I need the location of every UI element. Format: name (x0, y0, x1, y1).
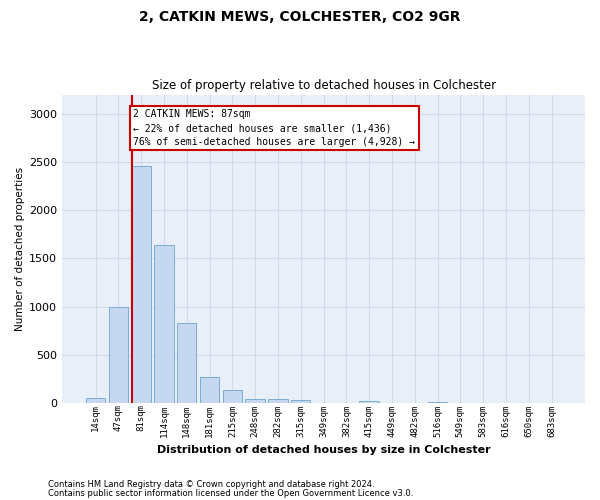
Bar (223, 390, 242, 403)
Bar (177, 323, 196, 403)
Text: 2 CATKIN MEWS: 87sqm
← 22% of detached houses are smaller (1,436)
76% of semi-de: 2 CATKIN MEWS: 87sqm ← 22% of detached h… (133, 109, 415, 147)
Bar (291, 400, 310, 403)
Y-axis label: Number of detached properties: Number of detached properties (15, 166, 25, 331)
Bar (131, 166, 151, 403)
Text: 2, CATKIN MEWS, COLCHESTER, CO2 9GR: 2, CATKIN MEWS, COLCHESTER, CO2 9GR (139, 10, 461, 24)
Bar (359, 401, 379, 403)
Text: Contains HM Land Registry data © Crown copyright and database right 2024.: Contains HM Land Registry data © Crown c… (48, 480, 374, 489)
Bar (154, 245, 173, 403)
Bar (109, 306, 128, 403)
Bar (245, 398, 265, 403)
Title: Size of property relative to detached houses in Colchester: Size of property relative to detached ho… (152, 79, 496, 92)
Bar (428, 402, 447, 403)
Bar (200, 376, 219, 403)
X-axis label: Distribution of detached houses by size in Colchester: Distribution of detached houses by size … (157, 445, 490, 455)
Bar (268, 398, 287, 403)
Bar (86, 398, 105, 403)
Text: Contains public sector information licensed under the Open Government Licence v3: Contains public sector information licen… (48, 488, 413, 498)
